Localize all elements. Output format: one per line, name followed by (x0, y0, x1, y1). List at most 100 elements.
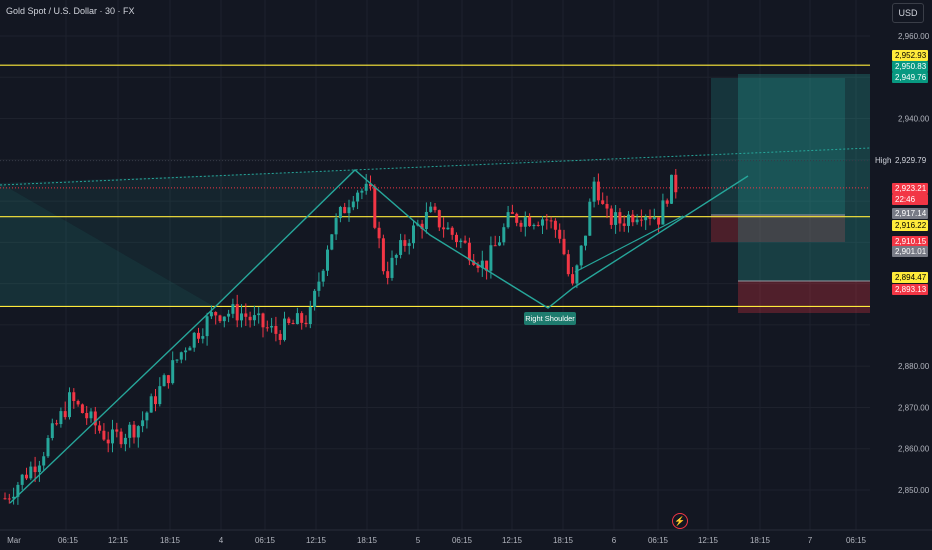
candle-body (437, 210, 441, 228)
price-label: 2,901.01 (895, 247, 927, 256)
candle-body (541, 219, 544, 226)
candle-body (29, 466, 33, 479)
price-label-box (892, 284, 928, 295)
candle-body (648, 216, 652, 219)
head-shoulders-line (9, 169, 749, 504)
alert-lightning-icon[interactable]: ⚡ (672, 513, 688, 529)
candle-body (252, 315, 256, 321)
price-label: 2,952.93 (895, 51, 927, 60)
candle-body (584, 235, 587, 246)
price-label: 2,950.83 (895, 62, 927, 71)
candle-body (201, 336, 205, 339)
candle-body (63, 411, 67, 418)
candle-body (20, 474, 24, 485)
candle-body (72, 392, 76, 401)
candle-body (136, 426, 140, 438)
candle-body (68, 392, 71, 418)
time-tick: 06:15 (846, 536, 867, 545)
candle-body (321, 270, 325, 282)
candle-body (175, 359, 179, 361)
shaded-area (0, 183, 215, 307)
candle-body (665, 200, 669, 204)
candle-body (442, 227, 446, 230)
price-label-box (892, 236, 928, 247)
take-profit-zone (738, 74, 870, 281)
candle-body (394, 254, 398, 258)
price-label-box (892, 61, 928, 72)
candle-body (618, 212, 622, 224)
candle-body (257, 313, 261, 316)
time-tick: 06:15 (452, 536, 473, 545)
candle-body (670, 174, 673, 204)
chart-grid (0, 0, 870, 530)
price-tick: 2,960.00 (898, 32, 930, 41)
price-tick: 2,880.00 (898, 362, 930, 371)
price-label-box (892, 220, 928, 231)
candle-body (308, 307, 312, 325)
candle-body (218, 315, 222, 322)
candle-body (197, 332, 200, 339)
candle-body (50, 423, 54, 439)
candle-body (244, 313, 248, 317)
candle-body (106, 439, 110, 444)
candle-body (149, 396, 153, 413)
candle-body (476, 264, 480, 268)
candle-body (343, 206, 347, 214)
candle-body (644, 216, 648, 221)
candle-body (596, 181, 600, 201)
candle-body (338, 206, 342, 219)
candle-body (265, 327, 269, 329)
candle-body (283, 318, 286, 340)
stop-loss-zone (738, 281, 870, 313)
candle-body (76, 400, 80, 405)
candle-body (506, 212, 510, 228)
price-label: 2,917.14 (895, 209, 927, 218)
candle-body (162, 375, 166, 387)
price-label-box (892, 246, 928, 257)
candle-body (489, 245, 493, 271)
candle-body (463, 240, 467, 243)
candle-body (549, 220, 553, 222)
symbol-title[interactable]: Gold Spot / U.S. Dollar · 30 · FX (6, 6, 135, 16)
candle-body (424, 211, 428, 230)
candle-body (545, 219, 549, 221)
price-label-box (872, 155, 892, 166)
time-tick: 06:15 (648, 536, 669, 545)
candle-body (588, 201, 592, 236)
candle-body (192, 332, 196, 348)
currency-button[interactable]: USD (892, 3, 924, 23)
candle-body (291, 323, 295, 325)
candle-body (493, 245, 497, 247)
candle-body (287, 318, 291, 324)
candle-body (450, 227, 454, 235)
candle-body (579, 245, 583, 266)
position-zones (0, 74, 870, 313)
price-label-box (892, 155, 928, 166)
candle-body (467, 242, 471, 261)
time-tick: 12:15 (306, 536, 327, 545)
candle-body (420, 223, 424, 230)
candle-body (12, 496, 16, 499)
candle-body (433, 206, 437, 211)
candle-body (622, 223, 626, 226)
time-tick: Mar (7, 536, 21, 545)
candle-body (317, 281, 321, 291)
candle-body (231, 304, 235, 314)
candle-body (166, 375, 170, 384)
candle-body (377, 227, 381, 239)
horizontal-levels (0, 64, 870, 308)
candle-body (132, 424, 136, 438)
candle-body (515, 213, 519, 223)
candle-body (16, 484, 20, 497)
candle-body (369, 183, 372, 187)
stop-loss-zone (711, 215, 845, 242)
candle-body (274, 325, 278, 334)
candle-body (386, 271, 390, 278)
candle-body (145, 412, 149, 421)
candle-body (261, 313, 265, 328)
candle-body (89, 411, 93, 419)
price-label: 2,894.47 (895, 273, 927, 282)
candlesticks (3, 168, 678, 505)
candle-body (571, 274, 575, 284)
